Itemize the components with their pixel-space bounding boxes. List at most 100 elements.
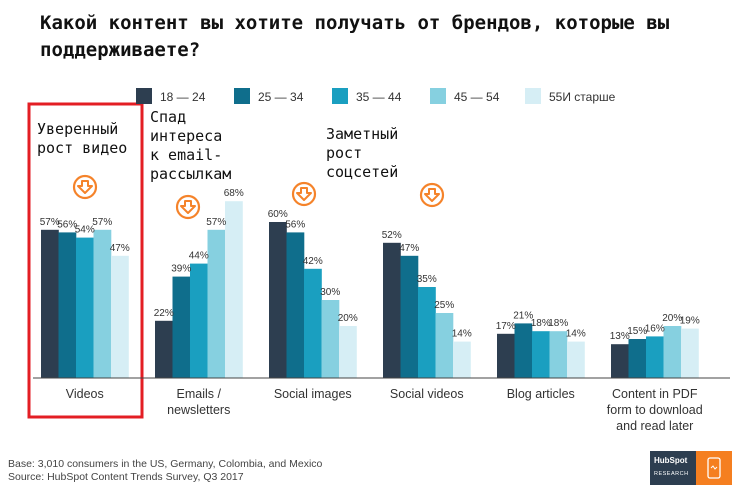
value-label-1-4: 68% bbox=[224, 188, 244, 199]
value-label-0-0: 57% bbox=[40, 217, 60, 228]
legend-label-1: 25 — 34 bbox=[258, 90, 304, 104]
bar-0-2 bbox=[76, 237, 94, 378]
logo-sub: RESEARCH bbox=[654, 471, 689, 477]
trend-down-icon bbox=[175, 194, 201, 220]
phone-icon bbox=[696, 451, 732, 485]
legend-swatch-2 bbox=[332, 88, 348, 104]
legend-swatch-3 bbox=[430, 88, 446, 104]
value-label-3-2: 35% bbox=[417, 274, 437, 285]
bar-5-3 bbox=[663, 326, 682, 378]
legend-swatch-1 bbox=[234, 88, 250, 104]
value-label-2-3: 30% bbox=[320, 287, 340, 298]
value-label-3-0: 52% bbox=[382, 230, 402, 241]
logo-text-panel: HubSpot RESEARCH bbox=[650, 451, 696, 485]
bar-2-0 bbox=[269, 222, 287, 378]
annotation-videos: Уверенный рост видео bbox=[37, 120, 128, 157]
value-label-3-1: 47% bbox=[399, 243, 419, 254]
value-label-5-0: 13% bbox=[610, 331, 630, 342]
value-label-4-3: 18% bbox=[548, 318, 568, 329]
value-label-4-0: 17% bbox=[496, 321, 516, 332]
annotation-emails: Спад интереса к email- рассылкам bbox=[150, 108, 232, 183]
footer-source: Source: HubSpot Content Trends Survey, Q… bbox=[8, 471, 244, 483]
legend-label-3: 45 — 54 bbox=[454, 90, 500, 104]
trend-down-icon bbox=[72, 174, 98, 200]
category-label-2: Social images bbox=[274, 387, 352, 401]
category-label-0: Videos bbox=[66, 387, 104, 401]
bar-3-2 bbox=[418, 287, 436, 378]
value-label-0-4: 47% bbox=[110, 243, 130, 254]
bar-5-2 bbox=[646, 336, 664, 378]
trend-down-icon bbox=[419, 182, 445, 208]
legend-label-0: 18 — 24 bbox=[160, 90, 206, 104]
bar-1-4 bbox=[225, 201, 243, 378]
bar-1-3 bbox=[207, 229, 226, 378]
footer: Base: 3,010 consumers in the US, Germany… bbox=[8, 458, 322, 484]
bar-1-1 bbox=[172, 276, 191, 378]
legend-swatch-0 bbox=[136, 88, 152, 104]
legend-label-4: 55И старше bbox=[549, 90, 616, 104]
value-label-0-1: 56% bbox=[57, 219, 77, 230]
bar-2-3 bbox=[321, 300, 340, 378]
value-label-2-4: 20% bbox=[338, 313, 358, 324]
annotation-social: Заметный рост соцсетей bbox=[326, 125, 399, 181]
value-label-3-3: 25% bbox=[434, 300, 454, 311]
bar-0-1 bbox=[58, 232, 77, 378]
chart-title: Какой контент вы хотите получать от брен… bbox=[40, 12, 670, 61]
value-label-0-2: 54% bbox=[75, 225, 95, 236]
bar-4-4 bbox=[567, 341, 585, 378]
category-labels: Videos Emails / newsletters Social images So… bbox=[66, 387, 703, 433]
value-label-4-4: 14% bbox=[566, 329, 586, 340]
value-label-2-1: 56% bbox=[285, 219, 305, 230]
legend-label-2: 35 — 44 bbox=[356, 90, 402, 104]
bar-0-4 bbox=[111, 255, 129, 378]
bar-4-2 bbox=[532, 331, 550, 378]
bar-2-4 bbox=[339, 326, 357, 378]
value-label-5-2: 16% bbox=[645, 323, 665, 334]
value-label-5-3: 20% bbox=[662, 313, 682, 324]
logo-name: HubSpot bbox=[654, 456, 688, 465]
category-label-5: Content in PDF form to download and read l… bbox=[607, 387, 703, 433]
bar-3-0 bbox=[383, 242, 401, 378]
hubspot-research-logo: HubSpot RESEARCH bbox=[650, 451, 732, 485]
value-label-0-3: 57% bbox=[92, 217, 112, 228]
trend-down-icon bbox=[291, 181, 317, 207]
category-label-4: Blog articles bbox=[507, 387, 575, 401]
bar-4-3 bbox=[549, 331, 568, 378]
value-label-1-1: 39% bbox=[171, 264, 191, 275]
value-label-5-1: 15% bbox=[627, 326, 647, 337]
bar-1-2 bbox=[190, 263, 208, 378]
bar-3-4 bbox=[453, 341, 471, 378]
value-label-1-0: 22% bbox=[154, 308, 174, 319]
value-label-3-4: 14% bbox=[452, 329, 472, 340]
trend-icons bbox=[72, 174, 445, 220]
value-label-2-0: 60% bbox=[268, 209, 288, 220]
bar-4-0 bbox=[497, 333, 515, 378]
bar-1-0 bbox=[155, 320, 173, 378]
value-label-2-2: 42% bbox=[303, 256, 323, 267]
bar-3-1 bbox=[400, 255, 419, 378]
category-label-3: Social videos bbox=[390, 387, 464, 401]
footer-base: Base: 3,010 consumers in the US, Germany… bbox=[8, 458, 323, 470]
bar-4-1 bbox=[514, 323, 533, 378]
value-label-4-2: 18% bbox=[531, 318, 551, 329]
legend: 18 — 24 25 — 34 35 — 44 45 — 54 55И старше bbox=[136, 88, 616, 104]
bar-0-3 bbox=[93, 229, 112, 378]
value-label-4-1: 21% bbox=[513, 310, 533, 321]
videos-highlight-box bbox=[27, 102, 144, 419]
bar-5-0 bbox=[611, 344, 629, 378]
bar-5-1 bbox=[628, 339, 647, 378]
value-label-1-2: 44% bbox=[189, 251, 209, 262]
bar-3-3 bbox=[435, 313, 454, 378]
bar-2-2 bbox=[304, 268, 322, 378]
legend-swatch-4 bbox=[525, 88, 541, 104]
category-label-1: Emails / newsletters bbox=[167, 387, 230, 417]
value-label-5-4: 19% bbox=[680, 316, 700, 327]
value-labels: 57%56%54%57%47%22%39%44%57%68%60%56%42%3… bbox=[40, 188, 700, 342]
bar-0-0 bbox=[41, 229, 59, 378]
bar-5-4 bbox=[681, 328, 699, 378]
bars bbox=[41, 201, 699, 378]
bar-2-1 bbox=[286, 232, 305, 378]
value-label-1-3: 57% bbox=[206, 217, 226, 228]
